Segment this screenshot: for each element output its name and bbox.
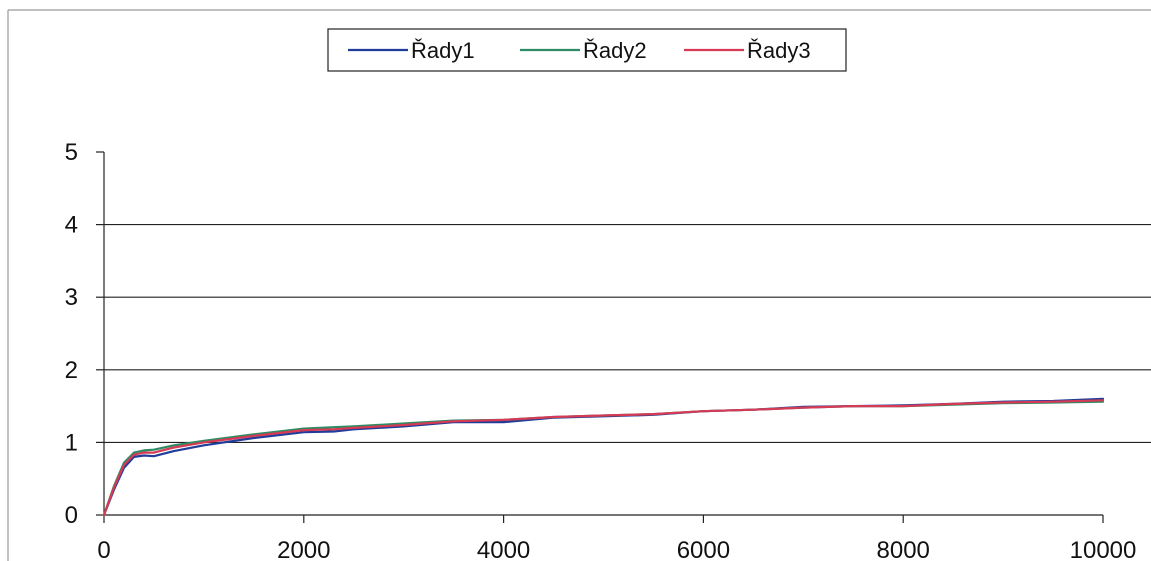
- y-tick-label: 0: [65, 502, 78, 529]
- series-line-3: [102, 399, 1105, 517]
- series-line-2: [102, 400, 1105, 517]
- y-tick-label: 2: [65, 357, 78, 384]
- legend: Řady1 Řady2 Řady3: [327, 28, 847, 72]
- y-tick-label: 1: [65, 429, 78, 456]
- x-tick-label: 8000: [877, 537, 930, 561]
- grid-lines: [104, 224, 1151, 443]
- series-lines: [102, 397, 1105, 517]
- x-tick-label: 6000: [677, 537, 730, 561]
- x-tick-label: 0: [97, 537, 110, 561]
- axes: [96, 151, 1104, 523]
- legend-label-1: Řady1: [411, 38, 475, 63]
- x-tick-label: 10000: [1070, 537, 1137, 561]
- x-tick-label: 4000: [477, 537, 530, 561]
- legend-label-3: Řady3: [747, 38, 811, 63]
- legend-box: [327, 28, 847, 72]
- tick-labels: 0 1 2 3 4 5 0 2000 4000 6000 8000 10000: [65, 139, 1137, 561]
- legend-label-2: Řady2: [583, 38, 647, 63]
- y-tick-label: 3: [65, 284, 78, 311]
- x-tick-label: 2000: [277, 537, 330, 561]
- y-tick-label: 4: [65, 212, 78, 239]
- y-tick-label: 5: [65, 139, 78, 166]
